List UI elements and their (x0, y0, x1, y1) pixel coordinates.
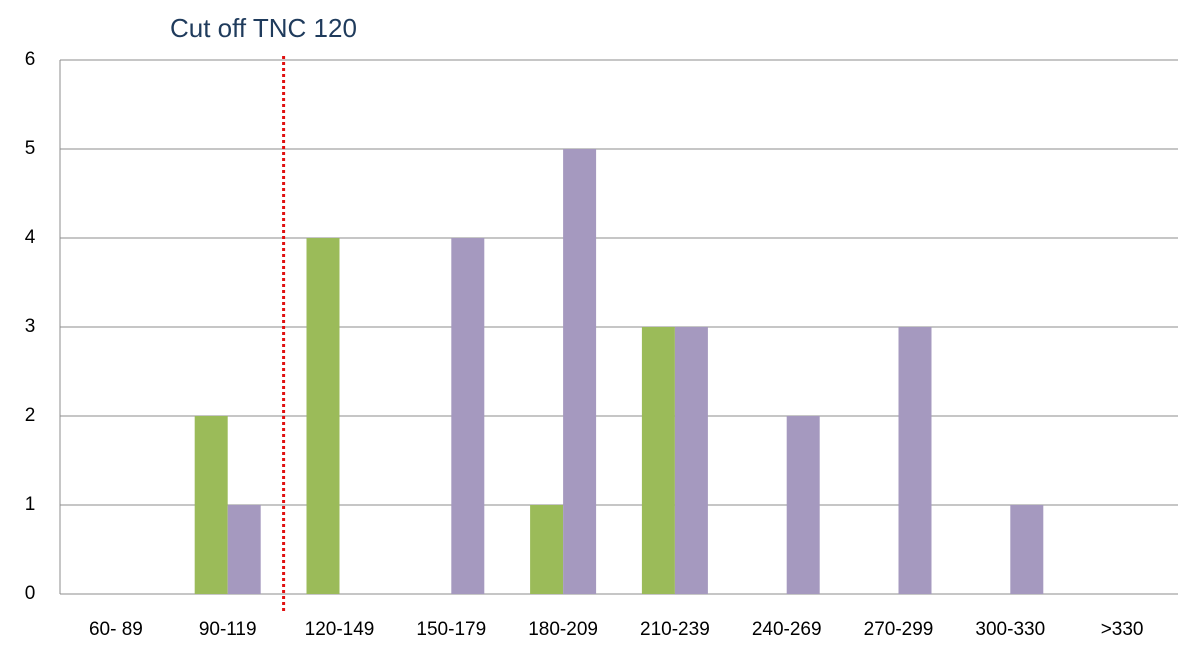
x-tick-label: 210-239 (640, 619, 710, 640)
x-tick-label: 270-299 (864, 619, 934, 640)
bar (194, 416, 228, 594)
bar (1010, 505, 1044, 594)
bar (227, 505, 261, 594)
bar (530, 505, 564, 594)
annotation-text: Cut off TNC 120 (170, 13, 357, 43)
x-tick-label: 240-269 (752, 619, 822, 640)
y-tick-label: 1 (25, 494, 36, 515)
y-tick-label: 0 (25, 583, 36, 604)
x-tick-label: >330 (1101, 619, 1144, 640)
x-tick-label: 180-209 (528, 619, 598, 640)
y-tick-label: 4 (25, 227, 36, 248)
bar (306, 238, 340, 594)
bar (898, 327, 932, 594)
x-tick-label: 120-149 (305, 619, 375, 640)
bar (786, 416, 820, 594)
x-tick-label: 150-179 (416, 619, 486, 640)
x-tick-label: 60- 89 (89, 619, 143, 640)
x-tick-label: 300-330 (975, 619, 1045, 640)
bar (674, 327, 708, 594)
x-tick-label: 90-119 (199, 619, 257, 640)
y-tick-label: 5 (25, 138, 36, 159)
y-tick-label: 3 (25, 316, 36, 337)
y-tick-label: 6 (25, 49, 36, 70)
bar (641, 327, 675, 594)
bar (451, 238, 485, 594)
bar (563, 149, 597, 594)
y-tick-label: 2 (25, 405, 36, 426)
